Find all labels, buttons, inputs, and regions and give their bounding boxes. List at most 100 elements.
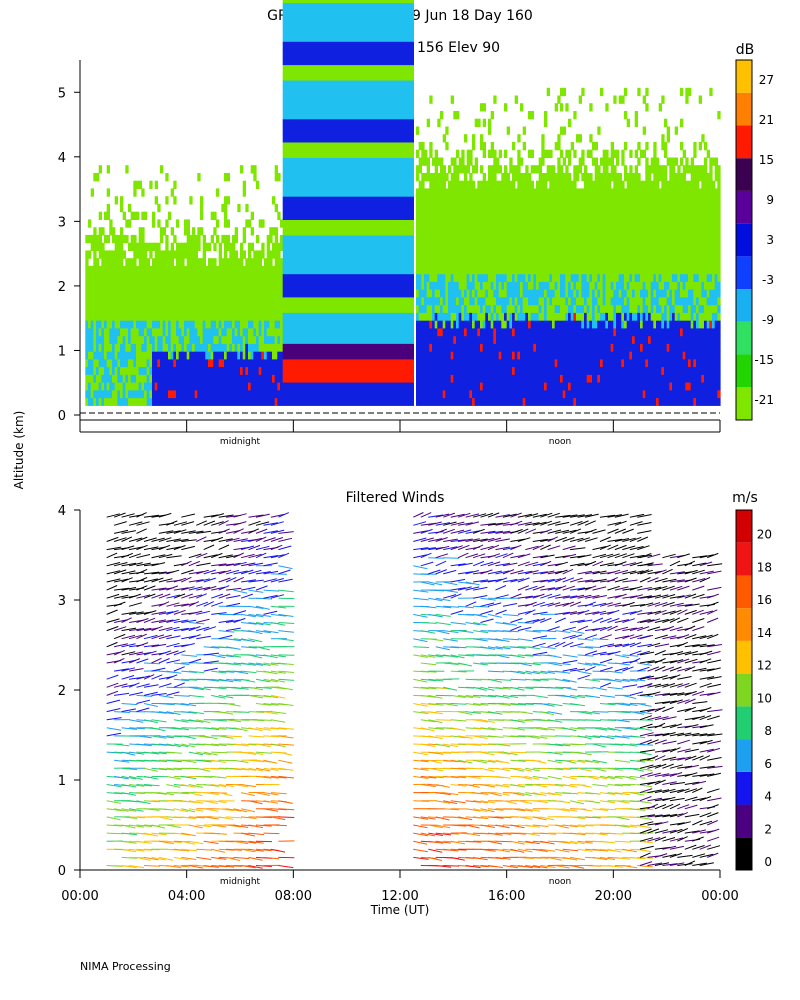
snr-cell: [178, 273, 182, 282]
snr-cell: [250, 397, 254, 406]
snr-cell: [440, 250, 444, 259]
snr-cell: [218, 242, 222, 251]
snr-cell: [397, 41, 401, 50]
snr-cell: [306, 382, 310, 391]
snr-cell: [408, 196, 412, 205]
snr-cell: [296, 64, 300, 73]
snr-cell: [93, 320, 97, 329]
snr-cell: [221, 382, 225, 391]
snr-cell: [304, 265, 308, 275]
snr-cell: [352, 196, 356, 205]
snr-cell: [256, 366, 260, 375]
snr-cell: [437, 304, 441, 313]
snr-cell: [266, 304, 270, 313]
snr-cell: [314, 397, 318, 406]
snr-cell: [397, 188, 401, 197]
snr-cell: [354, 56, 358, 66]
snr-cell: [290, 296, 294, 306]
snr-cell: [98, 366, 102, 375]
snr-cell: [368, 397, 372, 406]
snr-cell: [320, 64, 324, 73]
snr-cell: [306, 49, 310, 58]
snr-cell: [184, 374, 188, 383]
snr-cell: [178, 397, 182, 406]
snr-cell: [405, 87, 409, 97]
snr-cell: [256, 382, 260, 391]
snr-cell: [392, 234, 396, 244]
snr-cell: [408, 87, 412, 97]
snr-cell: [378, 327, 382, 337]
snr-cell: [314, 273, 318, 282]
snr-cell: [458, 296, 462, 306]
snr-cell: [333, 312, 337, 321]
snr-cell: [344, 304, 348, 313]
snr-cell: [381, 2, 385, 11]
snr-cell: [448, 320, 452, 329]
snr-cell: [285, 289, 289, 298]
snr-cell: [346, 211, 350, 220]
snr-cell: [296, 389, 300, 399]
snr-cell: [112, 320, 116, 329]
snr-cell: [370, 335, 374, 344]
snr-cell: [333, 149, 337, 158]
snr-cell: [384, 142, 388, 151]
snr-cell: [240, 358, 244, 368]
snr-cell: [368, 281, 372, 290]
snr-cell: [109, 227, 113, 236]
snr-cell: [357, 227, 361, 236]
snr-cell: [360, 188, 364, 197]
snr-cell: [141, 242, 145, 251]
snr-cell: [138, 366, 142, 375]
snr-cell: [149, 304, 153, 313]
snr-cell: [112, 397, 116, 406]
snr-cell: [229, 389, 233, 399]
snr-cell: [96, 397, 100, 406]
snr-cell: [338, 95, 342, 104]
snr-cell: [352, 25, 356, 35]
snr-cell: [312, 366, 316, 375]
snr-cell: [301, 188, 305, 197]
snr-cell: [314, 265, 318, 275]
snr-cell: [426, 374, 430, 383]
snr-cell: [418, 203, 422, 213]
snr-cell: [314, 126, 318, 135]
snr-cell: [290, 327, 294, 337]
snr-cell: [437, 351, 441, 360]
snr-cell: [357, 242, 361, 251]
snr-cell: [333, 335, 337, 344]
snr-cell: [386, 273, 390, 282]
snr-cell: [93, 335, 97, 344]
snr-cell: [333, 227, 337, 236]
snr-cell: [162, 289, 166, 298]
snr-cell: [464, 219, 468, 228]
snr-cell: [269, 366, 273, 375]
snr-cell: [421, 366, 425, 375]
snr-cell: [237, 289, 241, 298]
snr-cell: [120, 335, 124, 344]
snr-cell: [338, 103, 342, 112]
snr-cell: [106, 203, 110, 213]
snr-cell: [184, 304, 188, 313]
snr-cell: [333, 211, 337, 220]
snr-cell: [210, 343, 214, 352]
snr-cell: [378, 196, 382, 205]
snr-cell: [458, 358, 462, 368]
snr-cell: [114, 374, 118, 383]
snr-cell: [106, 296, 110, 306]
snr-cell: [349, 2, 353, 11]
snr-cell: [384, 389, 388, 399]
snr-cell: [200, 289, 204, 298]
snr-cell: [229, 312, 233, 321]
snr-cell: [360, 327, 364, 337]
snr-cell: [293, 258, 297, 267]
snr-cell: [253, 250, 257, 259]
snr-cell: [349, 188, 353, 197]
snr-cell: [448, 366, 452, 375]
snr-cell: [368, 157, 372, 166]
snr-cell: [354, 188, 358, 197]
snr-cell: [317, 211, 321, 220]
snr-cell: [338, 149, 342, 158]
snr-cell: [330, 142, 334, 151]
snr-cell: [405, 80, 409, 89]
snr-cell: [378, 118, 382, 127]
